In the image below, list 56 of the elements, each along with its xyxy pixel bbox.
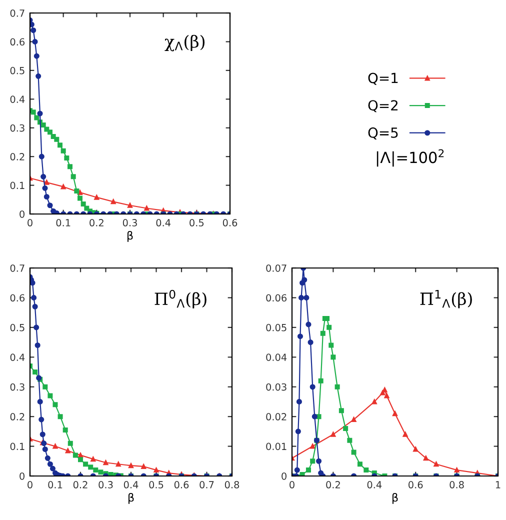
y-tick-label: 0.2 [10, 153, 24, 160]
x-tick-label: 0.1 [48, 481, 62, 488]
y-tick-label: 0.3 [10, 383, 24, 391]
y-tick-label: 0.03 [266, 383, 286, 391]
x-tick-label: 0.4 [367, 481, 382, 488]
x-tick-label: 0.6 [174, 481, 189, 488]
x-tick-label: 0.4 [124, 481, 138, 488]
y-tick-label: 0 [20, 210, 24, 218]
x-tick-label: 0.1 [56, 219, 70, 226]
text: Π$^{1}$$_{Λ}$(β) [420, 290, 472, 308]
y-tick-label: 0.02 [266, 413, 286, 420]
y-tick-label: 0.07 [266, 264, 286, 272]
x-tick-label: 0.7 [200, 481, 214, 488]
legend-label: Q=1 [368, 72, 398, 85]
y-tick-label: 0.06 [266, 294, 287, 302]
x-tick-label: 0.5 [190, 219, 204, 226]
x-tick-label: 0.6 [222, 219, 238, 226]
y-tick-label: 0.5 [10, 324, 24, 332]
x-tick-label: 0.3 [98, 481, 113, 488]
text: Π$^{0}$$_{Λ}$(β) [154, 290, 206, 308]
y-tick-label: 0.2 [10, 413, 24, 420]
x-axis-title: β [128, 493, 134, 504]
x-tick-label: 0 [290, 481, 294, 488]
x-tick-label: 0 [28, 219, 32, 226]
x-tick-label: 0.3 [122, 219, 137, 226]
y-tick-label: 0.1 [10, 182, 24, 190]
x-tick-label: 0.8 [224, 481, 240, 488]
y-tick-label: 0.05 [266, 324, 286, 332]
x-tick-label: 0.5 [149, 481, 164, 488]
text: |Λ|=100$^{2}$ [376, 149, 444, 167]
y-tick-label: 0 [20, 472, 24, 480]
y-tick-label: 0.6 [10, 294, 25, 302]
x-tick-label: 1 [496, 481, 500, 488]
y-tick-label: 0.3 [10, 124, 24, 132]
x-tick-label: 0 [28, 481, 32, 488]
x-tick-label: 0.6 [408, 481, 423, 488]
legend-label: Q=2 [368, 100, 398, 112]
y-tick-label: 0.4 [10, 354, 25, 361]
y-tick-label: 0.5 [10, 66, 24, 74]
y-tick-label: 0.7 [10, 264, 24, 272]
x-axis-title: β [392, 493, 398, 504]
x-axis-title: β [127, 231, 133, 242]
y-tick-label: 0 [282, 472, 286, 480]
x-tick-label: 0.4 [156, 219, 171, 226]
y-tick-label: 0.6 [10, 38, 25, 46]
y-tick-label: 0.4 [10, 96, 25, 103]
x-tick-label: 0.2 [90, 219, 104, 226]
x-tick-label: 0.2 [73, 481, 88, 488]
y-tick-label: 0.7 [10, 9, 24, 17]
text: χ$_{Λ}$(β) [164, 34, 205, 52]
x-tick-label: 0.2 [326, 481, 340, 488]
y-tick-label: 0.1 [10, 442, 24, 450]
y-tick-label: 0.01 [266, 442, 286, 450]
x-tick-label: 0.8 [450, 481, 464, 488]
y-tick-label: 0.04 [266, 354, 287, 361]
legend-label: Q=5 [368, 127, 398, 140]
